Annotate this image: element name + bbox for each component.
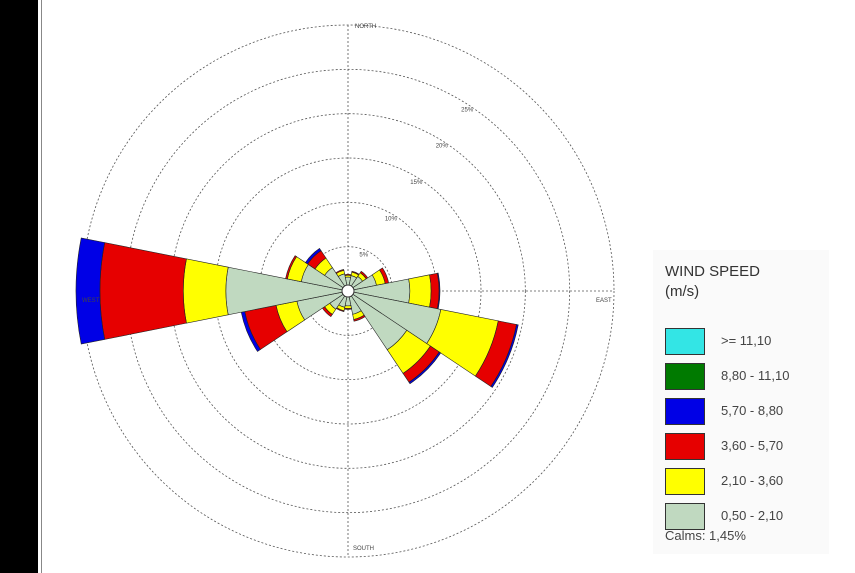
petal-112.5-bin-4 [490,324,519,388]
radial-tick-labels: 5% 10% 15% 20% 25% [359,107,473,258]
petal-90-bin-2 [408,274,432,308]
legend-label: 8,80 - 11,10 [721,368,790,383]
petal-337.5-bin-3 [335,269,345,274]
legend-row: 8,80 - 11,10 [665,363,825,391]
radial-tick-label-15: 15% [410,180,423,186]
rose-center [341,284,355,298]
petal-270-bin-2 [183,258,229,324]
petal-0-bin-3 [344,274,352,276]
legend-swatch [665,433,705,460]
legend-panel: WIND SPEED (m/s) >= 11,10 8,80 - 11,10 5,7… [653,250,829,554]
compass-east-label: EAST [596,298,612,304]
radial-tick-label-20: 20% [436,144,449,150]
legend-title: WIND SPEED (m/s) [665,262,760,302]
compass-south-label: SOUTH [353,546,374,552]
petal-180-bin-3 [344,307,352,310]
petal-135-bin-4 [408,351,442,385]
petal-90-bin-3 [429,272,440,310]
legend-label: 0,50 - 2,10 [721,508,784,523]
legend-label: 3,60 - 5,70 [721,438,784,453]
calms-label: Calms: 1,45% [665,528,746,543]
radial-tick-label-10: 10% [385,216,398,222]
left-edge-bar [0,0,38,573]
legend-title-line2: (m/s) [665,283,700,300]
legend-swatch [665,398,705,425]
legend-row: 3,60 - 5,70 [665,433,825,461]
legend-label: >= 11,10 [721,333,772,348]
legend-row: >= 11,10 [665,328,825,356]
legend-label: 5,70 - 8,80 [721,403,784,418]
petal-292.5-bin-3 [285,255,297,280]
legend-swatch [665,363,705,390]
legend-label: 2,10 - 3,60 [721,473,784,488]
legend-title-line1: WIND SPEED [665,263,761,280]
wind-rose-petals [75,237,519,388]
compass-west-label: WEST [82,298,100,304]
radial-tick-label-25: 25% [461,107,474,113]
left-edge-line [41,0,42,573]
petal-270-bin-4 [75,237,106,345]
legend-row: 0,50 - 2,10 [665,503,825,531]
petal-270-bin-3 [99,242,187,340]
legend-row: 5,70 - 8,80 [665,398,825,426]
radial-tick-label-5: 5% [359,253,368,259]
legend-swatch [665,468,705,495]
petal-157.5-bin-3 [353,314,366,322]
legend-row: 2,10 - 3,60 [665,468,825,496]
petal-315-bin-4 [304,247,322,265]
legend-swatch [665,503,705,530]
compass-north-label: NORTH [355,24,376,30]
legend-swatch [665,328,705,355]
